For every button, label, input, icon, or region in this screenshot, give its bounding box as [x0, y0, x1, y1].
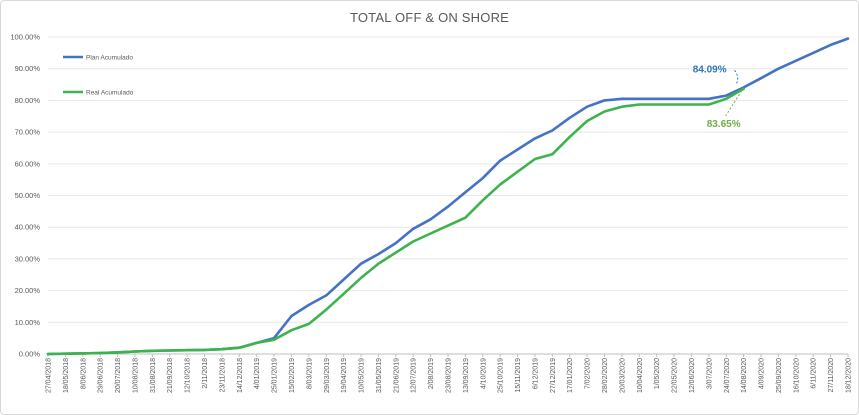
x-tick-label: 18/05/2018: [63, 358, 70, 393]
x-tick-label: 21/06/2019: [393, 358, 400, 393]
annotation-leader-plan: [733, 69, 739, 84]
legend-label-real-acumulado: Real Acumulado: [86, 90, 134, 97]
x-tick-label: 8/03/2019: [306, 358, 313, 389]
y-tick-label: 0.00%: [19, 350, 41, 359]
x-tick-label: 23/08/2019: [446, 358, 453, 393]
x-tick-label: 25/10/2019: [498, 358, 505, 393]
x-tick-label: 10/04/2020: [637, 358, 644, 393]
x-tick-label: 22/05/2020: [672, 358, 679, 393]
y-tick-label: 30.00%: [15, 254, 41, 263]
x-tick-label: 10/08/2018: [132, 358, 139, 393]
x-tick-label: 24/07/2020: [724, 358, 731, 393]
x-tick-label: 6/12/2019: [532, 358, 539, 389]
series-line-plan-acumulado: [46, 37, 850, 356]
y-tick-label: 10.00%: [15, 318, 41, 327]
x-tick-label: 23/11/2018: [219, 358, 226, 393]
annotation-plan-value: 84.09%: [693, 64, 727, 75]
y-tick-label: 40.00%: [15, 223, 41, 232]
x-tick-label: 1/05/2020: [654, 358, 661, 389]
x-tick-label: 8/06/2018: [80, 358, 87, 389]
x-tick-label: 4/01/2019: [254, 358, 261, 389]
y-tick-label: 60.00%: [15, 159, 41, 168]
x-tick-label: 3/07/2020: [706, 358, 713, 389]
y-tick-label: 20.00%: [15, 286, 41, 295]
x-tick-label: 4/10/2019: [480, 358, 487, 389]
x-tick-label: 7/02/2020: [585, 358, 592, 389]
x-tick-label: 4/09/2020: [759, 358, 766, 389]
x-tick-label: 31/05/2019: [376, 358, 383, 393]
x-tick-label: 27/04/2018: [46, 358, 53, 393]
x-tick-label: 15/02/2019: [289, 358, 296, 393]
x-tick-label: 12/06/2020: [689, 358, 696, 393]
x-tick-label: 18/12/2020: [846, 358, 853, 393]
y-tick-label: 70.00%: [15, 128, 41, 137]
x-tick-label: 16/10/2020: [793, 358, 800, 393]
x-tick-label: 17/01/2020: [567, 358, 574, 393]
y-tick-label: 90.00%: [15, 64, 41, 73]
x-tick-label: 10/05/2019: [359, 358, 366, 393]
x-tick-label: 19/04/2019: [341, 358, 348, 393]
x-tick-label: 25/01/2019: [272, 358, 279, 393]
y-tick-label: 50.00%: [15, 191, 41, 200]
x-tick-label: 12/07/2019: [411, 358, 418, 393]
legend-label-plan-acumulado: Plan Acumulado: [86, 55, 133, 62]
x-tick-label: 21/09/2018: [167, 358, 174, 393]
x-tick-label: 28/02/2020: [602, 358, 609, 393]
x-tick-label: 29/03/2019: [324, 358, 331, 393]
x-tick-label: 20/03/2020: [619, 358, 626, 393]
x-tick-label: 20/07/2018: [115, 358, 122, 393]
x-tick-label: 31/08/2018: [150, 358, 157, 393]
annotation-real-value: 83.65%: [707, 119, 741, 130]
x-tick-label: 2/11/2018: [202, 358, 209, 389]
x-tick-label: 12/10/2018: [185, 358, 192, 393]
x-tick-label: 29/06/2018: [98, 358, 105, 393]
chart-title: TOTAL OFF & ON SHORE: [349, 10, 510, 25]
x-tick-label: 15/11/2019: [515, 358, 522, 393]
x-tick-label: 25/09/2020: [776, 358, 783, 393]
x-tick-label: 14/08/2020: [741, 358, 748, 393]
series-line-real-acumulado: [46, 87, 746, 356]
y-tick-label: 80.00%: [15, 96, 41, 105]
x-tick-label: 14/12/2018: [237, 358, 244, 393]
y-tick-label: 100.00%: [10, 33, 40, 42]
x-tick-label: 27/11/2020: [828, 358, 835, 393]
x-tick-label: 27/12/2019: [550, 358, 557, 393]
x-tick-label: 2/08/2019: [428, 358, 435, 389]
x-tick-label: 13/09/2019: [463, 358, 470, 393]
annotation-leader-real: [725, 90, 743, 117]
x-tick-label: 6/11/2020: [811, 358, 818, 389]
